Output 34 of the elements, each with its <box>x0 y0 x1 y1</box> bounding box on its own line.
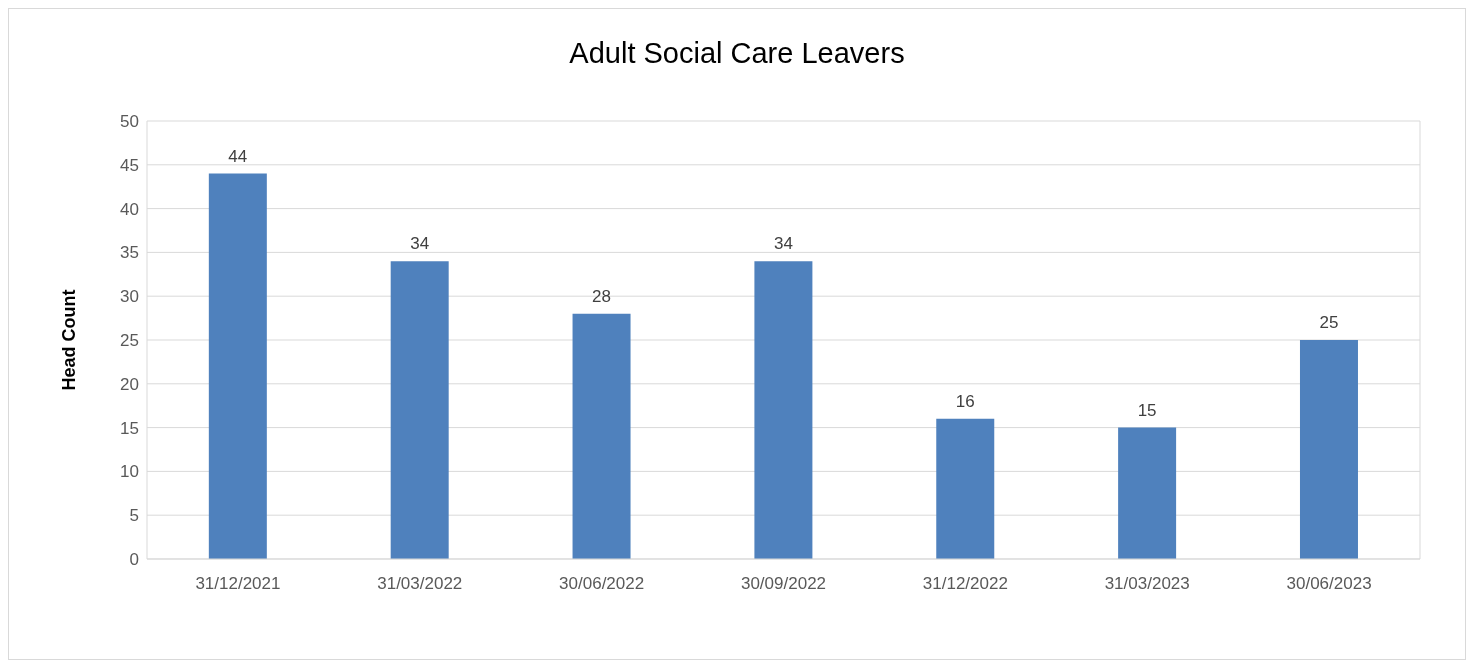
bar <box>936 418 995 559</box>
y-axis-title: Head Count <box>59 289 80 391</box>
data-label: 16 <box>955 391 975 411</box>
x-tick-label: 30/09/2022 <box>740 574 827 594</box>
y-tick-label: 50 <box>120 112 139 132</box>
y-tick-label: 30 <box>120 287 139 307</box>
x-tick-label: 30/06/2022 <box>559 574 645 594</box>
data-label: 34 <box>410 234 430 254</box>
y-tick-label: 45 <box>120 155 139 175</box>
x-tick-label: 31/03/2023 <box>1104 574 1190 594</box>
bar <box>390 261 449 559</box>
chart-title: Adult Social Care Leavers <box>568 37 906 70</box>
x-tick-label: 31/12/2022 <box>922 574 1008 594</box>
data-label: 28 <box>592 286 612 306</box>
bar <box>754 261 813 559</box>
y-tick-label: 10 <box>120 462 139 482</box>
y-tick-label: 40 <box>120 199 139 219</box>
data-label: 25 <box>1319 313 1339 332</box>
bar <box>208 173 267 559</box>
bar <box>572 313 631 559</box>
y-tick-label: 35 <box>120 243 139 263</box>
data-label: 15 <box>1137 400 1157 420</box>
y-tick-label: 0 <box>129 550 139 570</box>
data-label: 44 <box>228 146 248 166</box>
y-tick-label: 5 <box>129 506 139 526</box>
x-tick-label: 31/12/2021 <box>195 574 281 594</box>
data-label: 34 <box>773 234 793 254</box>
bar <box>1118 427 1177 559</box>
y-tick-label: 20 <box>120 374 139 394</box>
y-tick-label: 25 <box>120 331 139 351</box>
x-tick-label: 31/03/2022 <box>377 574 463 594</box>
y-tick-label: 15 <box>120 418 139 438</box>
bar <box>1299 340 1358 559</box>
x-tick-label: 30/06/2023 <box>1286 574 1372 594</box>
